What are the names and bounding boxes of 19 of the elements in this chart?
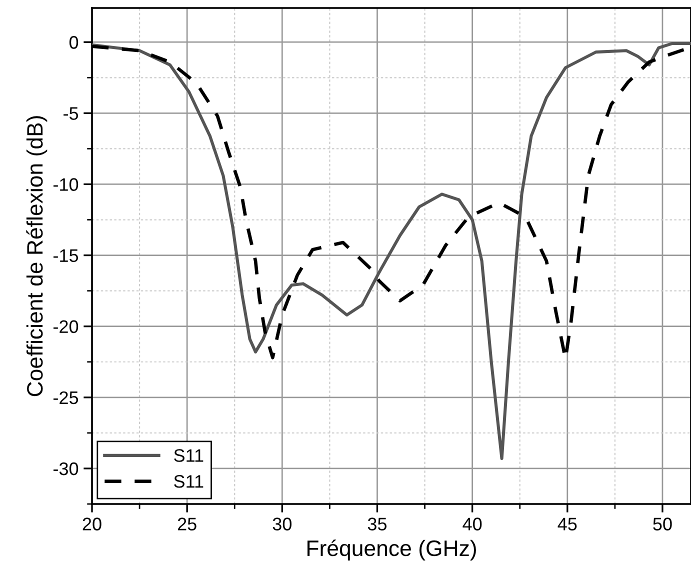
x-tick-label: 40: [462, 518, 482, 530]
legend-label: S11: [174, 475, 204, 488]
x-tick-label: 30: [272, 518, 292, 530]
line-series: [92, 42, 691, 460]
y-tick-label: -25: [54, 391, 78, 404]
y-tick-label: -5: [64, 107, 78, 120]
x-tick-label: 20: [82, 518, 102, 530]
y-tick-label: -15: [54, 249, 78, 262]
legend-label: S11: [174, 449, 204, 462]
x-tick-label: 45: [558, 518, 577, 530]
y-tick-label: -30: [54, 462, 78, 476]
x-tick-label: 50: [653, 518, 672, 530]
y-tick-label: 0: [69, 36, 78, 49]
y-tick-label: -20: [54, 320, 78, 334]
y-axis-title: Coefficient de Réflexion (dB): [26, 116, 48, 396]
x-tick-label: 25: [178, 518, 196, 530]
y-tick-label: -10: [54, 178, 78, 191]
x-tick-label: 35: [368, 518, 387, 530]
x-axis-title: Fréquence (GHz): [308, 540, 476, 561]
